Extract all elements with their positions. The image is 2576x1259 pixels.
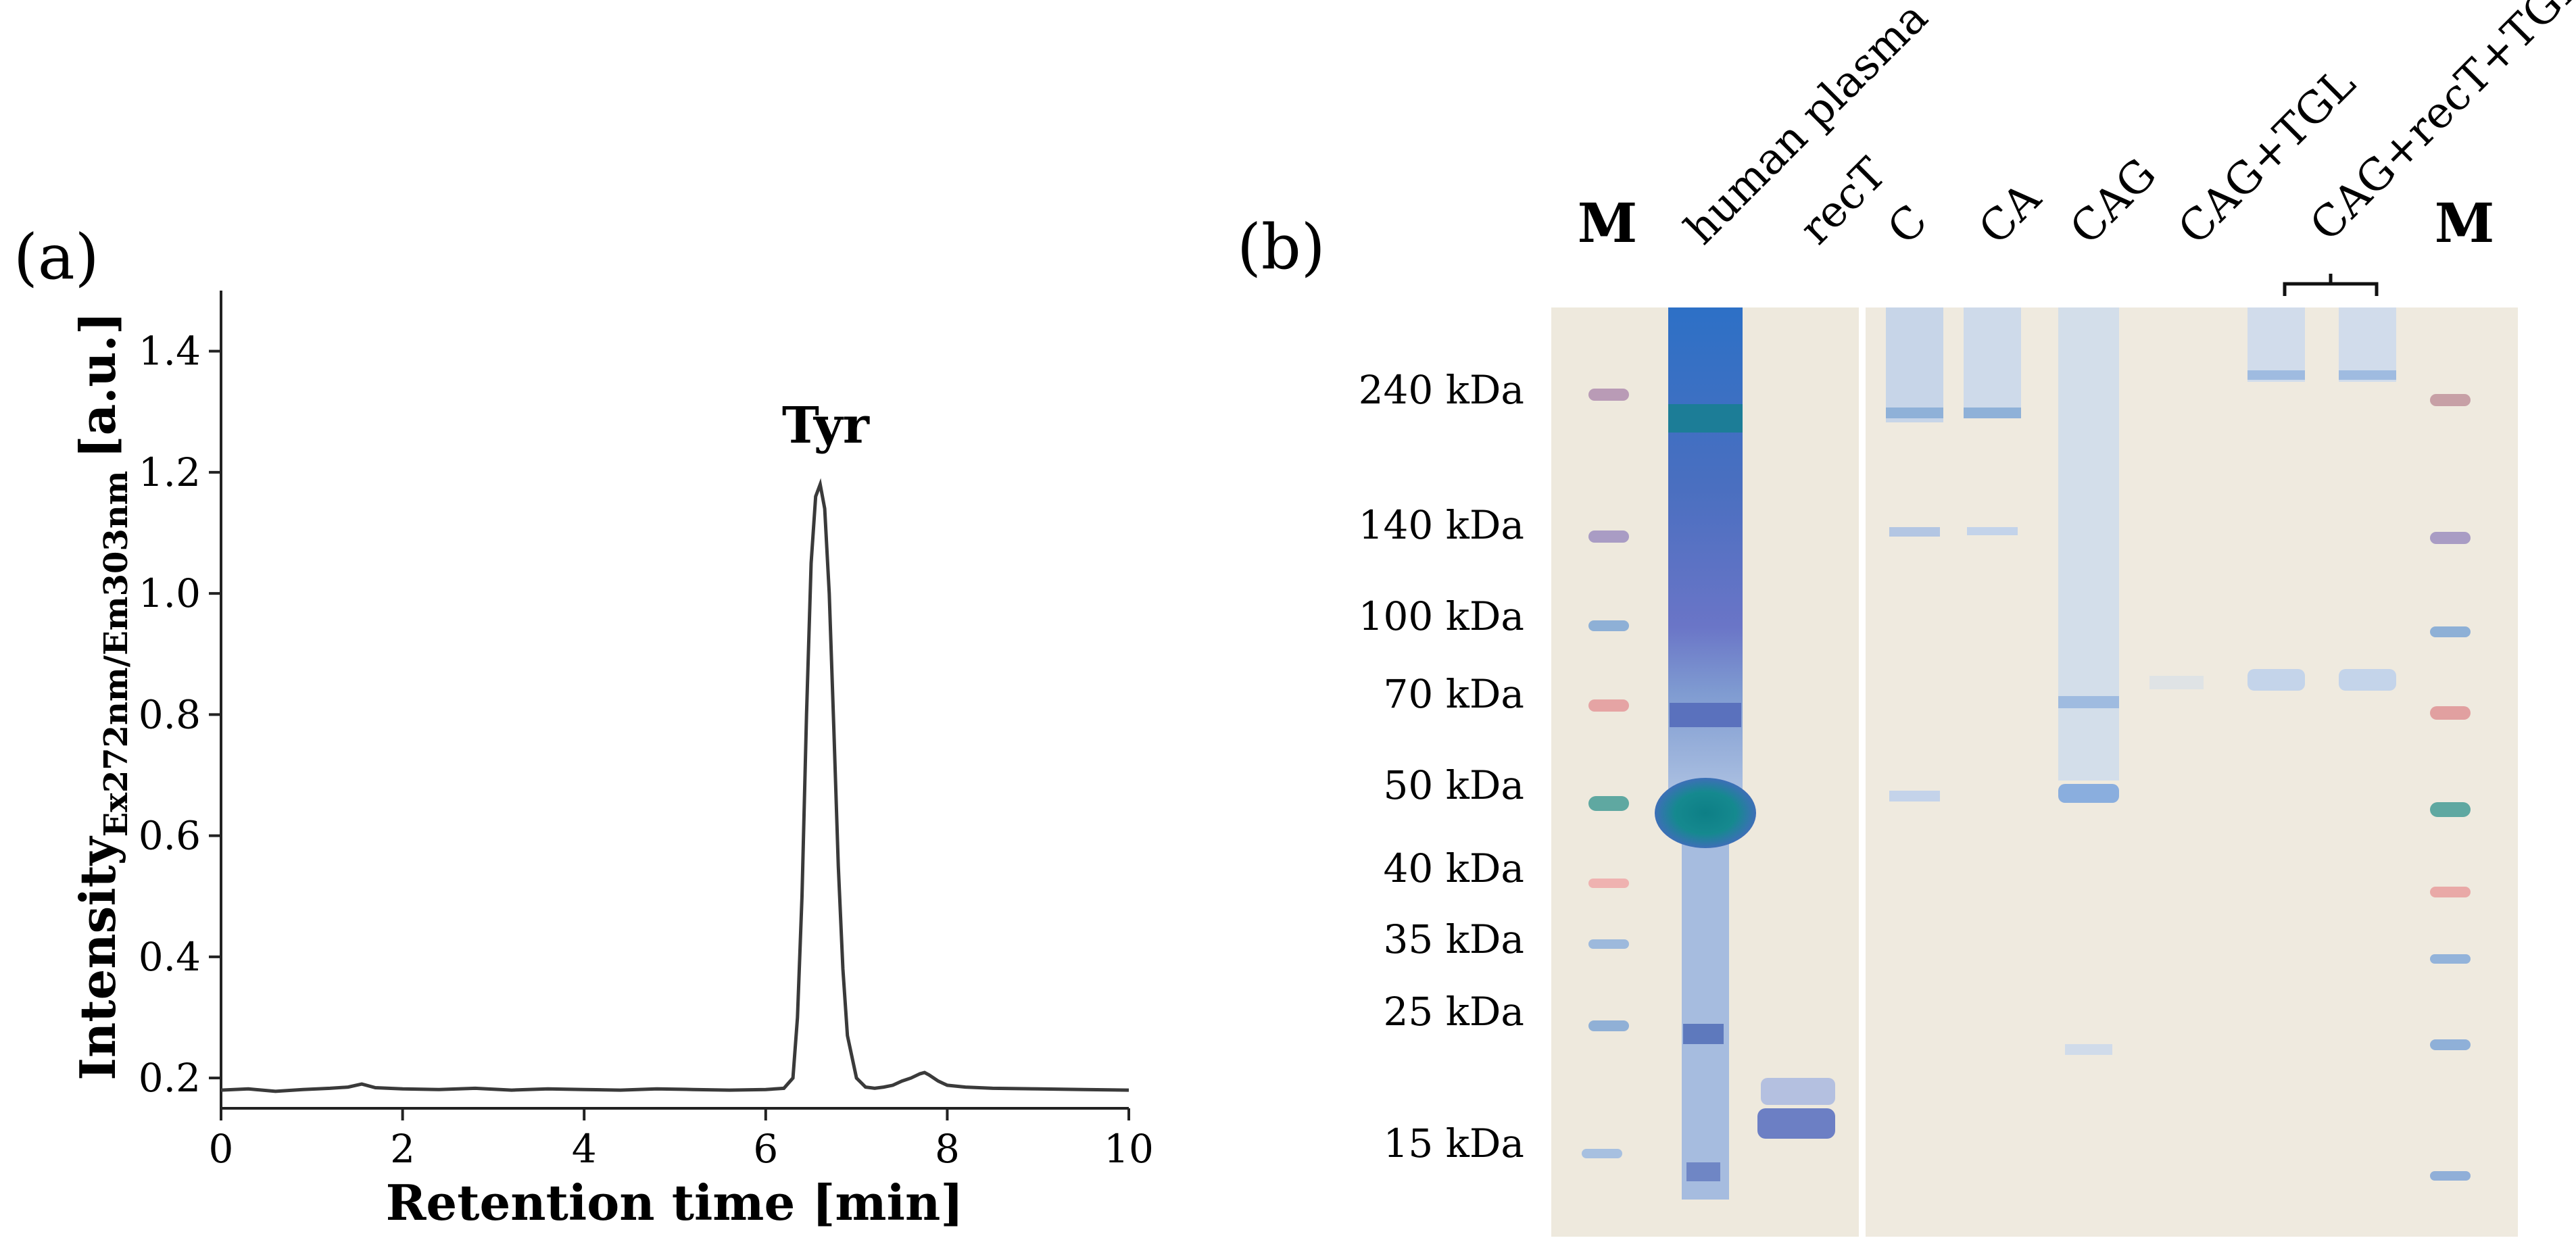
panel-b: (b) M M human plasma recT C CA CAG CAG+T… [1237, 0, 2576, 1237]
y-ticks: 0.2 0.4 0.6 0.8 1.0 1.2 1.4 [139, 328, 221, 1101]
kda-label-240: 240 kDa [1359, 367, 1524, 413]
kda-label-50: 50 kDa [1384, 762, 1524, 808]
y-axis-label-unit: [a.u.] [69, 312, 126, 458]
lane-label-c: C [1878, 195, 1937, 254]
lane-ca [1964, 307, 2021, 535]
y-tick-label: 0.2 [139, 1055, 201, 1101]
lane-human-plasma [1655, 307, 1756, 1200]
chromatogram-trace [220, 478, 1129, 1093]
y-tick-label: 1.0 [139, 570, 201, 616]
marker-lane-left [1582, 389, 1629, 1158]
lane-cag-rect-tgl-2 [2339, 307, 2396, 691]
lane-label-cag: CAG [2061, 149, 2166, 255]
lane-rect [1757, 1078, 1835, 1139]
lane-cag-tgl [2149, 676, 2204, 689]
lane-label-ca: CA [1970, 173, 2051, 254]
x-tick-label: 4 [572, 1126, 597, 1172]
y-tick-label: 1.2 [139, 449, 201, 495]
y-tick-label: 0.6 [139, 813, 201, 859]
y-axis-label: IntensityEx272nm/Em303nm [a.u.] [69, 312, 135, 1081]
panel-b-label: (b) [1237, 211, 1326, 283]
peak-label-tyr: Tyr [782, 397, 870, 455]
x-axis-label: Retention time [min] [386, 1174, 964, 1231]
lane-c [1886, 307, 1943, 801]
panel-a-label: (a) [14, 221, 99, 293]
kda-label-100: 100 kDa [1359, 593, 1524, 639]
gel-right [1866, 307, 2518, 1237]
marker-label-right: M [2435, 191, 2495, 255]
x-tick-label: 10 [1104, 1126, 1154, 1172]
marker-lane-right [2430, 394, 2471, 1181]
kda-label-70: 70 kDa [1384, 671, 1524, 717]
kda-label-25: 25 kDa [1384, 989, 1524, 1035]
y-tick-label: 0.8 [139, 691, 201, 737]
marker-label-left: M [1578, 191, 1638, 255]
x-ticks: 0 2 4 6 8 10 [209, 1108, 1154, 1172]
y-tick-label: 1.4 [139, 328, 201, 374]
kda-label-140: 140 kDa [1359, 502, 1524, 548]
x-tick-label: 8 [935, 1126, 960, 1172]
lane-bracket [2283, 274, 2379, 296]
kda-labels: 240 kDa 140 kDa 100 kDa 70 kDa 50 kDa 40… [1359, 367, 1524, 1166]
lane-cag-rect-tgl-1 [2247, 307, 2305, 691]
lane-cag [2058, 307, 2119, 1055]
kda-label-15: 15 kDa [1384, 1120, 1524, 1166]
x-tick-label: 2 [390, 1126, 415, 1172]
x-tick-label: 6 [753, 1126, 778, 1172]
x-tick-label: 0 [209, 1126, 234, 1172]
lane-label-rect: recT [1791, 149, 1896, 254]
kda-label-35: 35 kDa [1384, 916, 1524, 962]
y-tick-label: 0.4 [139, 934, 201, 980]
y-axis-label-main: Intensity [69, 835, 126, 1081]
panel-a: (a) 0.2 0.4 0.6 0.8 1.0 1.2 1.4 0 2 4 6 8 10 Tyr Re… [14, 221, 1154, 1231]
kda-label-40: 40 kDa [1384, 845, 1524, 891]
y-axis-label-sub: Ex272nm/Em303nm [97, 470, 135, 837]
